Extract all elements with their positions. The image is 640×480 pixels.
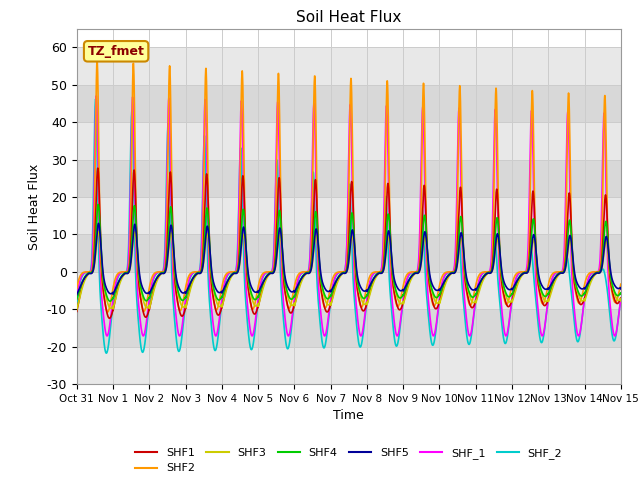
SHF_2 bbox=[92, 96, 99, 102]
SHF5 bbox=[548, 281, 556, 287]
SHF_1 bbox=[73, 296, 81, 301]
SHF5 bbox=[135, 267, 143, 273]
Line: SHF5: SHF5 bbox=[77, 223, 621, 295]
SHF3 bbox=[95, 228, 102, 234]
SHF3 bbox=[73, 307, 81, 312]
SHF_1 bbox=[93, 93, 100, 98]
SHF4 bbox=[168, 208, 175, 214]
SHF1 bbox=[282, 293, 290, 299]
SHF5 bbox=[73, 292, 81, 298]
Line: SHF1: SHF1 bbox=[77, 168, 621, 318]
SHF_1 bbox=[168, 203, 175, 208]
SHF1 bbox=[168, 185, 175, 191]
SHF2 bbox=[93, 58, 101, 64]
Bar bbox=[77, 309, 621, 347]
SHF_2 bbox=[305, 262, 313, 268]
SHF4 bbox=[548, 282, 556, 288]
SHF2 bbox=[282, 294, 290, 300]
SHF2 bbox=[617, 281, 625, 287]
Y-axis label: Soil Heat Flux: Soil Heat Flux bbox=[28, 163, 41, 250]
Bar bbox=[77, 272, 621, 309]
SHF_1 bbox=[502, 333, 510, 339]
SHF_1 bbox=[607, 306, 614, 312]
SHF1 bbox=[106, 315, 113, 321]
SHF4 bbox=[607, 272, 614, 277]
SHF1 bbox=[607, 277, 614, 283]
Bar bbox=[77, 122, 621, 160]
SHF4 bbox=[73, 296, 81, 302]
Bar bbox=[77, 85, 621, 122]
SHF5 bbox=[607, 266, 614, 272]
SHF4 bbox=[282, 283, 290, 289]
SHF1 bbox=[305, 269, 313, 275]
SHF4 bbox=[617, 291, 625, 297]
SHF2 bbox=[73, 286, 81, 291]
Legend: SHF1, SHF2, SHF3, SHF4, SHF5, SHF_1, SHF_2: SHF1, SHF2, SHF3, SHF4, SHF5, SHF_1, SHF… bbox=[131, 444, 567, 478]
X-axis label: Time: Time bbox=[333, 409, 364, 422]
SHF5 bbox=[617, 286, 625, 292]
SHF3 bbox=[617, 298, 625, 304]
SHF1 bbox=[73, 309, 81, 314]
Line: SHF3: SHF3 bbox=[77, 231, 621, 310]
Line: SHF_1: SHF_1 bbox=[77, 96, 621, 336]
Line: SHF2: SHF2 bbox=[77, 61, 621, 312]
SHF2 bbox=[607, 281, 614, 287]
SHF5 bbox=[282, 277, 289, 283]
Bar bbox=[77, 160, 621, 197]
Bar bbox=[77, 234, 621, 272]
SHF5 bbox=[168, 223, 175, 228]
SHF3 bbox=[607, 270, 614, 276]
SHF2 bbox=[104, 309, 111, 315]
SHF2 bbox=[548, 272, 556, 277]
SHF1 bbox=[94, 165, 102, 171]
SHF_2 bbox=[617, 296, 625, 301]
SHF5 bbox=[305, 270, 313, 276]
SHF4 bbox=[94, 202, 102, 207]
SHF3 bbox=[168, 230, 175, 236]
SHF2 bbox=[168, 162, 175, 168]
SHF_1 bbox=[135, 306, 143, 312]
Line: SHF_2: SHF_2 bbox=[77, 99, 621, 353]
SHF_2 bbox=[548, 277, 556, 283]
SHF1 bbox=[617, 295, 625, 301]
Bar bbox=[77, 48, 621, 85]
SHF_2 bbox=[607, 318, 614, 324]
SHF3 bbox=[135, 272, 143, 278]
Text: TZ_fmet: TZ_fmet bbox=[88, 45, 145, 58]
SHF_1 bbox=[305, 264, 313, 270]
SHF2 bbox=[305, 268, 313, 274]
Bar bbox=[77, 347, 621, 384]
SHF_1 bbox=[282, 320, 289, 326]
SHF4 bbox=[135, 274, 143, 279]
SHF_2 bbox=[102, 350, 110, 356]
SHF_2 bbox=[135, 328, 143, 334]
Title: Soil Heat Flux: Soil Heat Flux bbox=[296, 10, 401, 25]
SHF1 bbox=[548, 284, 556, 290]
SHF_1 bbox=[548, 276, 556, 282]
SHF_2 bbox=[282, 339, 290, 345]
SHF3 bbox=[282, 283, 289, 289]
SHF_2 bbox=[168, 260, 175, 266]
SHF3 bbox=[305, 270, 313, 276]
Bar bbox=[77, 197, 621, 234]
Line: SHF4: SHF4 bbox=[77, 204, 621, 301]
SHF1 bbox=[135, 283, 143, 289]
SHF4 bbox=[305, 269, 313, 275]
SHF_1 bbox=[617, 296, 625, 301]
SHF3 bbox=[548, 288, 556, 294]
SHF_2 bbox=[73, 301, 81, 307]
SHF4 bbox=[106, 299, 114, 304]
SHF2 bbox=[135, 286, 143, 292]
SHF5 bbox=[95, 220, 102, 226]
